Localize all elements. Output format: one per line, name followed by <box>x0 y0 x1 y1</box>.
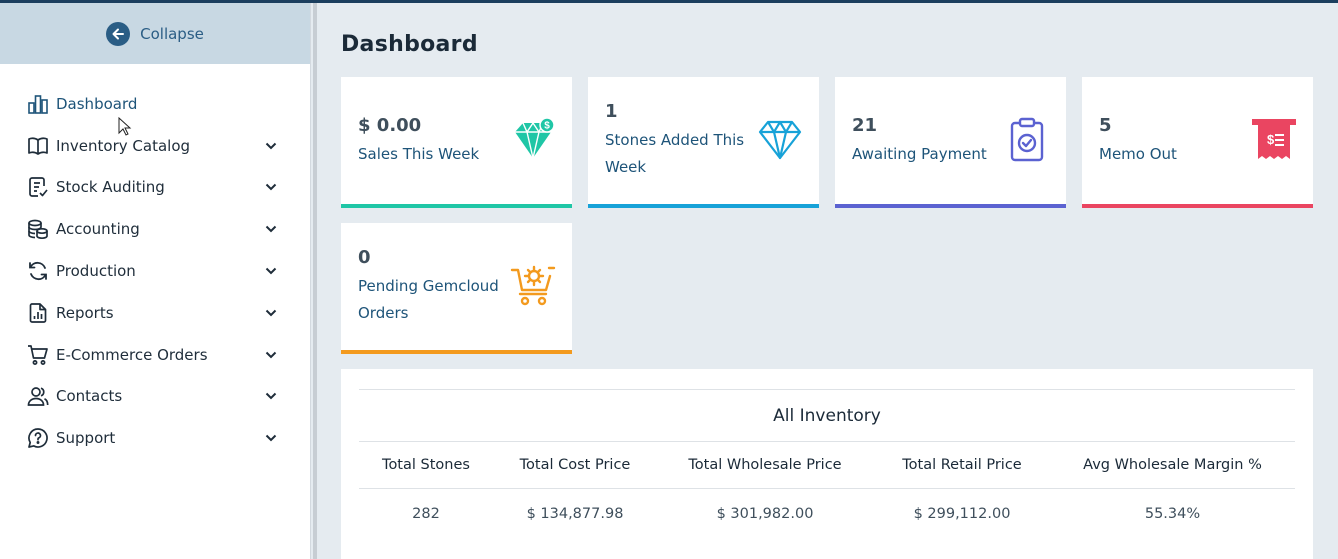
stat-card-memo-out[interactable]: 5 Memo Out $ <box>1082 77 1313 208</box>
stat-value: 0 <box>358 247 371 268</box>
sidebar: Collapse Dashboard Inventory Catalog Sto… <box>0 3 311 559</box>
report-icon <box>26 301 50 325</box>
sidebar-item-label: Accounting <box>56 220 140 239</box>
column-header: Total Cost Price <box>519 457 631 473</box>
stat-value: 5 <box>1099 115 1112 136</box>
refresh-icon <box>26 259 50 283</box>
stat-label: Memo Out <box>1099 145 1177 163</box>
users-icon <box>26 384 50 408</box>
chevron-down-icon[interactable] <box>264 222 278 236</box>
sidebar-item-label: Inventory Catalog <box>56 136 191 155</box>
table-cell: $ 301,982.00 <box>716 506 814 522</box>
chevron-down-icon[interactable] <box>264 348 278 362</box>
diamond-dollar-icon: $ <box>508 115 558 165</box>
stat-value: 1 <box>605 101 618 122</box>
sidebar-item-inventory-catalog[interactable]: Inventory Catalog <box>0 125 310 167</box>
page-title: Dashboard <box>341 32 478 57</box>
sidebar-item-accounting[interactable]: Accounting <box>0 208 310 250</box>
cart-gear-icon <box>508 261 558 311</box>
chevron-down-icon[interactable] <box>264 389 278 403</box>
help-bubble-icon <box>26 426 50 450</box>
collapse-label: Collapse <box>140 24 204 43</box>
column-header: Avg Wholesale Margin % <box>1083 457 1262 473</box>
sidebar-item-dashboard[interactable]: Dashboard <box>0 83 310 125</box>
bar-chart-icon <box>26 92 50 116</box>
stat-value: 21 <box>852 115 878 136</box>
stat-label: Awaiting Payment <box>852 145 987 163</box>
table-cell: $ 134,877.98 <box>526 506 624 522</box>
arrow-left-icon <box>106 21 131 46</box>
sidebar-item-label: Support <box>56 429 116 448</box>
sidebar-item-reports[interactable]: Reports <box>0 292 310 334</box>
stat-card-sales[interactable]: $ 0.00 Sales This Week $ <box>341 77 572 208</box>
top-accent-bar <box>0 0 1338 3</box>
main-content: Dashboard $ 0.00 Sales This Week $ 1 Sto… <box>320 3 1338 559</box>
diamond-icon <box>755 115 805 165</box>
sidebar-resize-handle[interactable] <box>313 3 317 559</box>
clipboard-check-icon <box>1002 115 1052 165</box>
sidebar-item-contacts[interactable]: Contacts <box>0 376 310 418</box>
table-cell: 282 <box>412 506 440 522</box>
stat-label: Sales This Week <box>358 145 480 163</box>
column-header: Total Stones <box>382 457 470 473</box>
stat-card-awaiting-payment[interactable]: 21 Awaiting Payment <box>835 77 1066 208</box>
stat-card-pending-gemcloud[interactable]: 0 Pending Gemcloud Orders <box>341 223 572 354</box>
receipt-icon: $ <box>1249 115 1299 165</box>
sidebar-nav: Dashboard Inventory Catalog Stock Auditi… <box>0 64 310 459</box>
svg-text:$: $ <box>1267 132 1275 147</box>
sidebar-item-support[interactable]: Support <box>0 417 310 459</box>
table-cell: 55.34% <box>1144 506 1201 522</box>
sidebar-item-label: Reports <box>56 303 114 322</box>
column-header: Total Wholesale Price <box>688 457 842 473</box>
mouse-cursor-icon <box>118 117 132 136</box>
stat-value: $ 0.00 <box>358 115 422 136</box>
inventory-values-row: 282 $ 134,877.98 $ 301,982.00 $ 299,112.… <box>359 489 1295 539</box>
collapse-button[interactable]: Collapse <box>0 3 310 64</box>
sidebar-item-label: Contacts <box>56 387 123 406</box>
book-icon <box>26 134 50 158</box>
sidebar-item-production[interactable]: Production <box>0 250 310 292</box>
stat-label: Stones Added This Week <box>605 131 745 176</box>
coins-icon <box>26 217 50 241</box>
chevron-down-icon[interactable] <box>264 264 278 278</box>
chevron-down-icon[interactable] <box>264 431 278 445</box>
table-cell: $ 299,112.00 <box>913 506 1011 522</box>
column-header: Total Retail Price <box>902 457 1022 473</box>
chevron-down-icon[interactable] <box>264 180 278 194</box>
sidebar-item-stock-auditing[interactable]: Stock Auditing <box>0 167 310 209</box>
inventory-header-row: Total Stones Total Cost Price Total Whol… <box>359 442 1295 489</box>
sidebar-item-label: Production <box>56 262 136 281</box>
sidebar-item-label: E-Commerce Orders <box>56 345 208 364</box>
chevron-down-icon[interactable] <box>264 139 278 153</box>
svg-text:$: $ <box>544 121 550 132</box>
inventory-title: All Inventory <box>359 390 1295 442</box>
stat-label: Pending Gemcloud Orders <box>358 277 499 322</box>
sidebar-item-label: Dashboard <box>56 94 138 113</box>
cart-icon <box>26 343 50 367</box>
inventory-summary-panel: All Inventory Total Stones Total Cost Pr… <box>341 369 1313 559</box>
sidebar-item-ecommerce-orders[interactable]: E-Commerce Orders <box>0 334 310 376</box>
chevron-down-icon[interactable] <box>264 306 278 320</box>
checklist-icon <box>26 175 50 199</box>
sidebar-item-label: Stock Auditing <box>56 178 165 197</box>
stat-card-stones-added[interactable]: 1 Stones Added This Week <box>588 77 819 208</box>
